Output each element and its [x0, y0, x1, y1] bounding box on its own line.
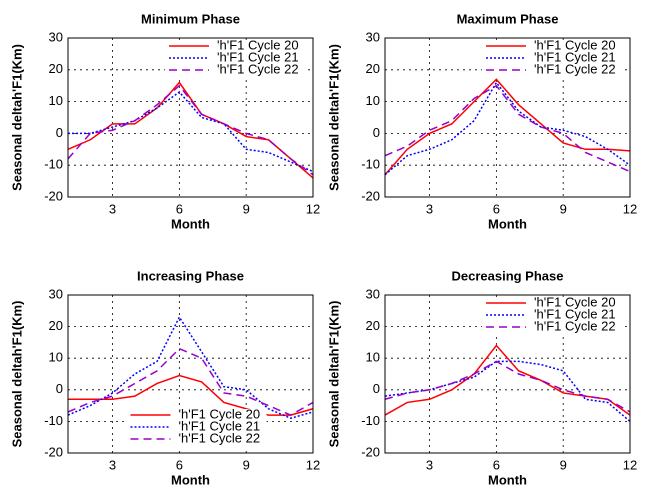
series-line	[67, 81, 314, 179]
x-axis-label: Month	[488, 216, 527, 231]
y-tick-label: -10	[361, 157, 380, 172]
plot-frame	[67, 294, 314, 454]
plot-frame	[67, 37, 314, 198]
series-line	[67, 347, 314, 416]
y-tick-label: 20	[49, 61, 63, 76]
y-tick-label: -20	[361, 444, 380, 459]
series-line	[67, 315, 314, 420]
legend-label: 'h'F1 Cycle 20	[179, 406, 261, 421]
y-tick-label: 30	[366, 286, 380, 301]
legend-label: 'h'F1 Cycle 20	[534, 294, 616, 309]
x-tick-label: 6	[176, 457, 183, 472]
y-axis-label: Seasonal deltah'F1(Km)	[9, 44, 24, 191]
y-tick-label: 0	[373, 381, 380, 396]
y-tick-label: 30	[49, 29, 63, 44]
legend-label: 'h'F1 Cycle 22	[179, 430, 261, 445]
y-tick-label: 10	[49, 93, 63, 108]
y-tick-label: -10	[361, 413, 380, 428]
x-axis-label: Month	[171, 216, 210, 231]
chart-title: Minimum Phase	[141, 11, 240, 26]
x-tick-label: 3	[426, 201, 433, 216]
x-axis-label: Month	[171, 472, 210, 487]
y-tick-label: 0	[56, 381, 63, 396]
y-axis-label: Seasonal deltah'F1(Km)	[9, 301, 24, 448]
legend-label: 'h'F1 Cycle 21	[179, 418, 261, 433]
y-tick-label: -20	[361, 188, 380, 203]
x-tick-label: 12	[306, 201, 320, 216]
y-tick-label: -20	[44, 444, 63, 459]
x-tick-label: 6	[493, 457, 500, 472]
y-tick-label: 30	[49, 286, 63, 301]
y-tick-label: -10	[44, 413, 63, 428]
x-tick-label: 12	[306, 457, 320, 472]
legend-label: 'h'F1 Cycle 22	[534, 61, 616, 76]
plot-frame	[384, 37, 631, 198]
series-line	[67, 84, 314, 176]
legend-label: 'h'F1 Cycle 21	[217, 49, 299, 64]
series-line	[384, 84, 631, 173]
chart-title: Increasing Phase	[137, 268, 244, 283]
y-tick-label: -10	[44, 157, 63, 172]
x-tick-label: 6	[176, 201, 183, 216]
x-tick-label: 12	[623, 201, 637, 216]
y-axis-label: Seasonal deltah'F1(Km)	[326, 44, 341, 191]
y-tick-label: 20	[366, 318, 380, 333]
legend-label: 'h'F1 Cycle 21	[534, 306, 616, 321]
y-tick-label: 20	[366, 61, 380, 76]
y-axis-label: Seasonal deltah'F1(Km)	[326, 301, 341, 448]
series-line	[384, 360, 631, 422]
legend-label: 'h'F1 Cycle 20	[534, 37, 616, 52]
plot-frame	[384, 294, 631, 454]
y-tick-label: 0	[56, 125, 63, 140]
legend-label: 'h'F1 Cycle 21	[534, 49, 616, 64]
x-tick-label: 3	[109, 201, 116, 216]
x-tick-label: 9	[560, 457, 567, 472]
x-axis-label: Month	[488, 472, 527, 487]
x-tick-label: 12	[623, 457, 637, 472]
x-tick-label: 9	[243, 457, 250, 472]
y-tick-label: 0	[373, 125, 380, 140]
x-tick-label: 3	[109, 457, 116, 472]
y-tick-label: 10	[49, 350, 63, 365]
y-tick-label: 20	[49, 318, 63, 333]
series-line	[384, 360, 631, 413]
legend-label: 'h'F1 Cycle 22	[217, 61, 299, 76]
chart-title: Maximum Phase	[457, 11, 559, 26]
y-tick-label: 10	[366, 350, 380, 365]
y-tick-label: 30	[366, 29, 380, 44]
x-tick-label: 9	[560, 201, 567, 216]
x-tick-label: 9	[243, 201, 250, 216]
legend-label: 'h'F1 Cycle 20	[217, 37, 299, 52]
series-line	[384, 81, 631, 176]
series-line	[384, 78, 631, 176]
x-tick-label: 3	[426, 457, 433, 472]
x-tick-label: 6	[493, 201, 500, 216]
series-line	[384, 344, 631, 416]
y-tick-label: 10	[366, 93, 380, 108]
series-line	[68, 91, 314, 173]
chart-title: Decreasing Phase	[451, 268, 563, 283]
series-line	[68, 374, 314, 416]
legend-label: 'h'F1 Cycle 22	[534, 318, 616, 333]
y-tick-label: -20	[44, 188, 63, 203]
